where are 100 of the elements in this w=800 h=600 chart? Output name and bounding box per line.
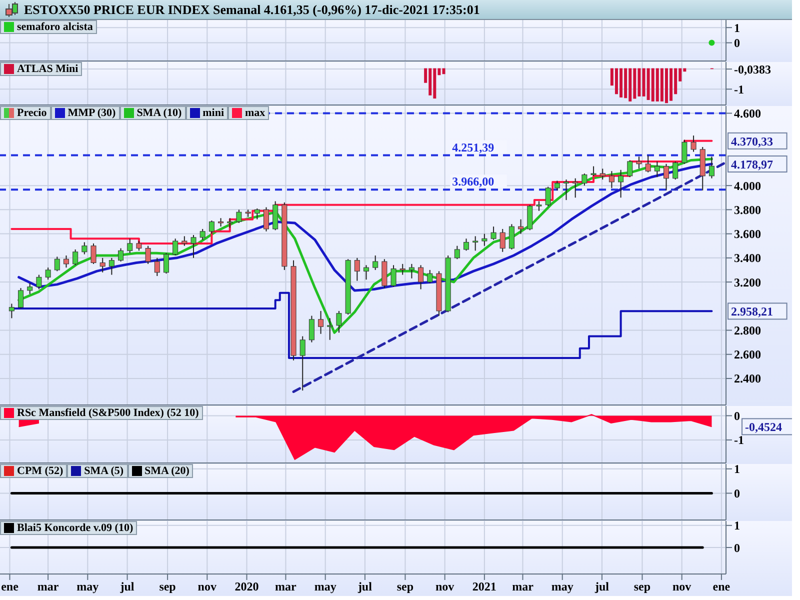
x-tick-label: nov [672, 580, 692, 594]
candlestick [118, 248, 124, 262]
candlestick [236, 209, 242, 224]
candlestick [408, 263, 414, 279]
annotation: 4.370,33 [731, 134, 773, 148]
y-tick-label: 0 [734, 36, 740, 50]
candlestick [618, 169, 624, 198]
x-tick-label: mar [512, 580, 534, 594]
legend-label: SMA (10) [136, 107, 182, 119]
candlestick [154, 257, 160, 276]
y-tick-label: 1 [734, 462, 740, 476]
y-tick-label: 3.200 [734, 275, 761, 290]
x-tick-label: 2020 [234, 580, 259, 594]
annotation: -0,4524 [745, 420, 782, 434]
line-series [18, 162, 713, 292]
candlestick [590, 166, 596, 176]
candlestick [472, 236, 478, 252]
candlestick [145, 245, 151, 264]
y-tick-label: 2.800 [734, 324, 761, 338]
candlestick [254, 208, 260, 220]
candlestick [100, 257, 106, 273]
y-tick-label: 3.400 [734, 251, 761, 266]
candlestick [654, 160, 660, 178]
candlestick [518, 218, 524, 234]
candlestick [400, 263, 406, 276]
candlestick [664, 163, 670, 191]
annotation: 2.958,21 [731, 304, 773, 319]
candlestick [90, 242, 96, 264]
x-tick-label: sep [159, 580, 176, 594]
candlestick [627, 160, 633, 178]
candlestick [336, 310, 342, 334]
y-tick-label: 0 [734, 408, 740, 423]
candlestick [572, 178, 578, 198]
x-tick-label: ene [712, 580, 731, 594]
candlestick [490, 226, 496, 240]
y-tick-label: 3.600 [734, 227, 761, 242]
candlestick [390, 264, 396, 288]
candlestick [418, 264, 424, 290]
candlestick [190, 234, 196, 258]
candlestick [682, 139, 688, 164]
x-tick-label: jul [356, 580, 373, 594]
chart-title: ESTOXX50 PRICE EUR INDEX Semanal 4.161,35 (-0,96%) 17-dic-2021 17:35:01 [24, 2, 480, 18]
candlestick [464, 238, 469, 252]
legend-label: max [245, 107, 266, 119]
x-tick-label: jul [119, 580, 135, 594]
candlestick [608, 170, 614, 188]
ref-line-label: 4.251,39 [452, 140, 494, 154]
y-tick-label: -0,0383 [734, 62, 771, 76]
candlestick [227, 218, 233, 228]
legend-label: MMP (30) [68, 107, 116, 119]
candlestick [372, 255, 378, 270]
legend-label: Precio [17, 107, 47, 119]
legend-label: SMA (5) [84, 465, 124, 477]
candlestick [482, 233, 488, 246]
y-tick-label: 0 [734, 486, 740, 500]
x-tick-label: sep [396, 580, 414, 594]
candlestick [363, 264, 369, 280]
candlestick [108, 257, 114, 276]
candlestick [18, 288, 24, 310]
y-tick-label: 1 [734, 518, 740, 533]
candlestick [500, 228, 506, 252]
x-tick-label: mar [275, 580, 298, 594]
legend-label: RSc Mansfield (S&P500 Index) (52 10) [17, 407, 199, 419]
y-tick-label: 4.000 [734, 178, 761, 193]
candlestick [300, 336, 306, 392]
y-tick-label: 4.600 [734, 106, 761, 120]
candlestick [318, 310, 324, 334]
y-tick-label: -1 [734, 433, 744, 448]
candlestick [45, 267, 51, 280]
candlestick [545, 186, 551, 207]
candlestick [554, 180, 560, 191]
candlestick [427, 269, 433, 284]
legend-label: ATLAS Mini [17, 63, 78, 75]
y-tick-label: 3.800 [734, 202, 761, 217]
candlestick [208, 220, 214, 234]
candlestick [54, 256, 60, 272]
legend-label: CPM (52) [17, 465, 64, 477]
y-tick-label: -1 [734, 82, 744, 96]
candlestick [127, 238, 133, 254]
y-tick-label: 2.600 [734, 348, 761, 362]
candlestick [536, 200, 542, 212]
x-tick-label: may [76, 580, 99, 594]
candlestick [582, 173, 588, 186]
candlestick [354, 257, 360, 282]
candlestick [263, 206, 269, 232]
candlestick [182, 236, 188, 246]
candlestick [327, 318, 333, 340]
candlestick [672, 160, 678, 180]
candlestick [527, 204, 533, 231]
x-tick-label: sep [634, 580, 651, 594]
candlestick [308, 315, 314, 343]
annotation: 4.178,97 [731, 157, 773, 172]
y-tick-label: 1 [734, 20, 740, 35]
candlestick [200, 228, 206, 240]
candlestick [27, 282, 33, 295]
candlestick [636, 156, 642, 170]
candlestick [136, 240, 142, 252]
x-tick-label: may [314, 580, 336, 594]
candlestick [454, 245, 460, 260]
x-tick-label: jul [594, 580, 610, 594]
